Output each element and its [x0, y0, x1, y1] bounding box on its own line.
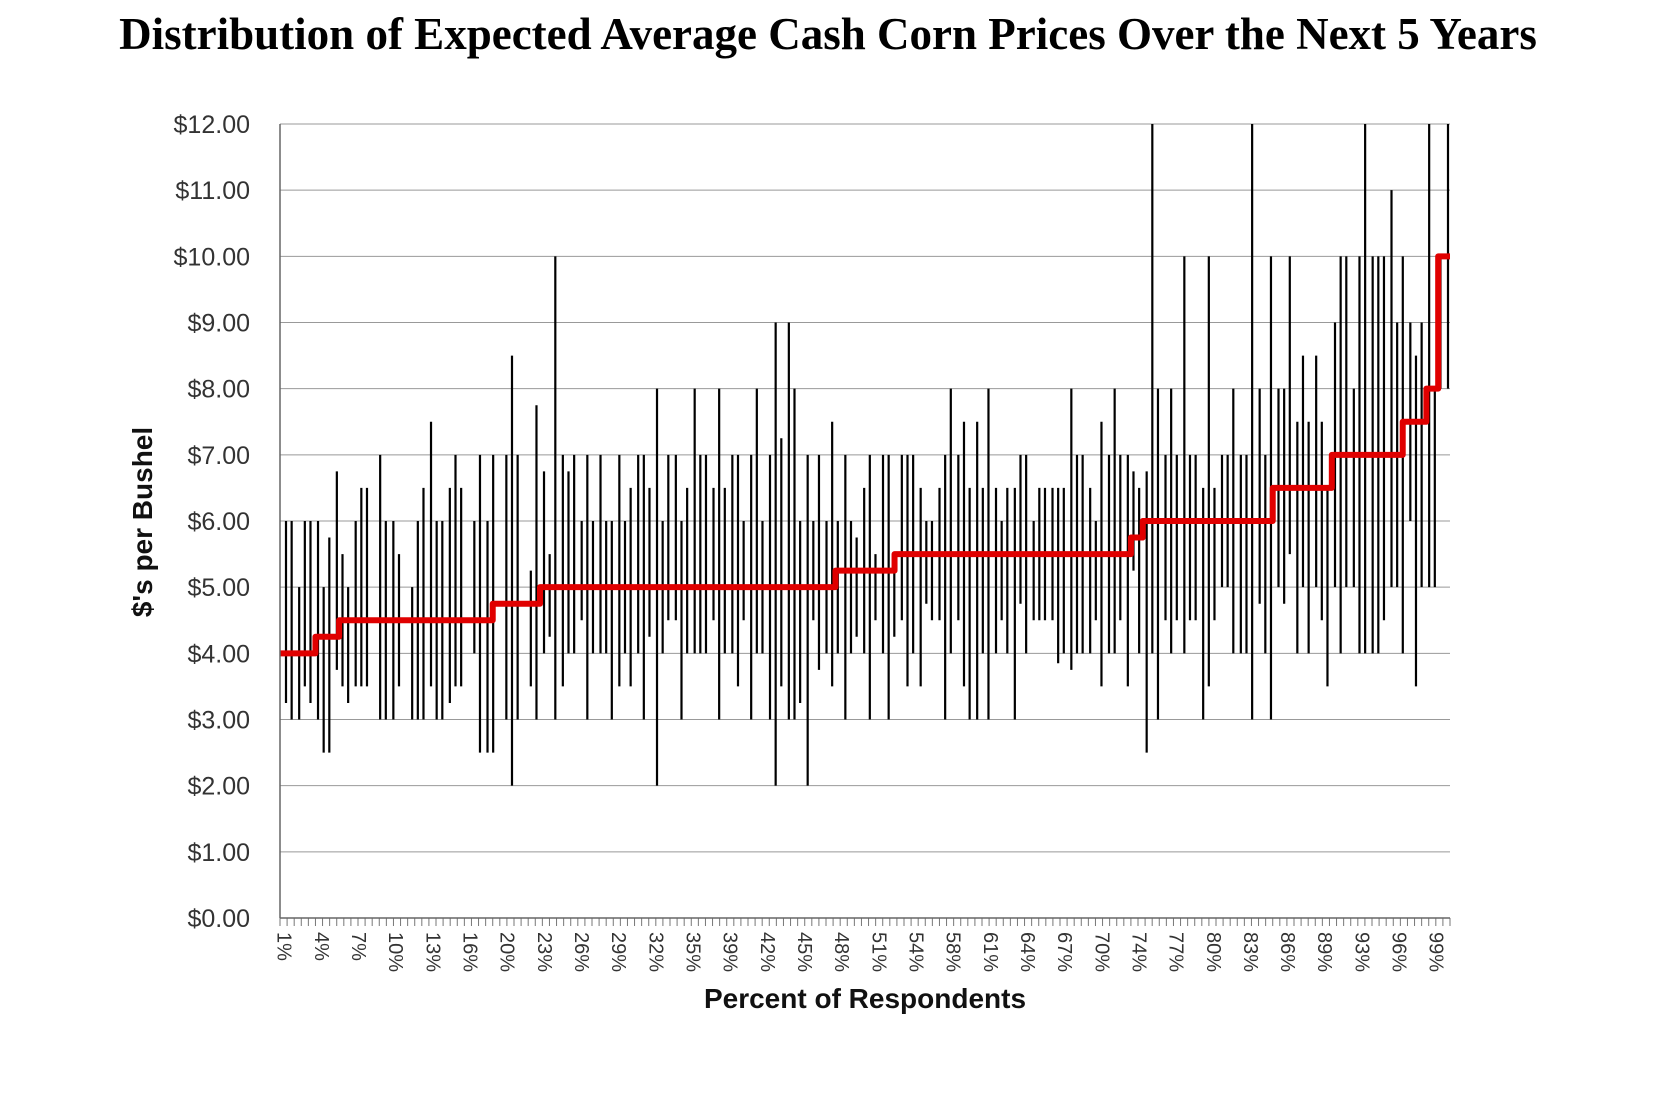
- median-step-line: [280, 253, 1450, 657]
- y-tick-label: $9.00: [187, 310, 250, 338]
- x-tick-label: 54%: [904, 932, 926, 972]
- y-tick-label: $7.00: [187, 442, 250, 470]
- x-tick-label: 51%: [867, 932, 889, 972]
- x-tick-label: 61%: [979, 932, 1001, 972]
- chart-title: Distribution of Expected Average Cash Co…: [119, 9, 1537, 59]
- x-tick-label: 99%: [1425, 932, 1447, 972]
- y-gridlines: [280, 123, 1450, 919]
- y-axis-tick-labels: $0.00 $1.00 $2.00 $3.00 $4.00 $5.00 $6.00 $7.00…: [174, 111, 250, 933]
- x-tick-label: 86%: [1276, 932, 1298, 972]
- x-tick-label: 10%: [384, 932, 406, 972]
- y-tick-label: $10.00: [174, 243, 250, 271]
- x-axis-label: Percent of Respondents: [704, 983, 1026, 1014]
- x-tick-label: 67%: [1053, 932, 1075, 972]
- x-tick-label: 16%: [459, 932, 481, 972]
- y-tick-label: $5.00: [187, 574, 250, 602]
- x-tick-label: 26%: [570, 932, 592, 972]
- x-tick-label: 42%: [756, 932, 778, 972]
- x-tick-label: 77%: [1165, 932, 1187, 972]
- x-tick-label: 64%: [1016, 932, 1038, 972]
- y-tick-label: $3.00: [187, 707, 250, 735]
- x-axis-minor-ticks: [279, 918, 1451, 926]
- x-tick-label: 58%: [942, 932, 964, 972]
- x-tick-label: 48%: [830, 932, 852, 972]
- y-tick-label: $11.00: [175, 177, 250, 205]
- x-tick-label: 39%: [719, 932, 741, 972]
- x-tick-label: 35%: [681, 932, 703, 972]
- y-tick-label: $12.00: [174, 111, 250, 139]
- x-tick-label: 4%: [310, 932, 332, 961]
- x-tick-label: 29%: [607, 932, 629, 972]
- y-axis-label: $'s per Bushel: [127, 427, 158, 617]
- y-tick-label: $1.00: [187, 839, 250, 867]
- x-tick-label: 13%: [421, 932, 443, 972]
- x-tick-label: 93%: [1350, 932, 1372, 972]
- y-tick-label: $8.00: [187, 376, 250, 404]
- x-axis-tick-labels: 1% 4% 7% 10% 13% 16% 20% 23% 26% 29% 32% 35% 39% 42% 4…: [273, 932, 1447, 972]
- x-tick-label: 7%: [347, 932, 369, 961]
- x-tick-label: 83%: [1239, 932, 1261, 972]
- x-tick-label: 74%: [1127, 932, 1149, 972]
- x-tick-label: 1%: [273, 932, 295, 961]
- x-tick-label: 23%: [533, 932, 555, 972]
- y-tick-label: $6.00: [187, 508, 250, 536]
- x-tick-label: 89%: [1313, 932, 1335, 972]
- x-tick-label: 20%: [496, 932, 518, 972]
- x-tick-label: 45%: [793, 932, 815, 972]
- x-tick-label: 32%: [644, 932, 666, 972]
- x-tick-label: 80%: [1202, 932, 1224, 972]
- y-tick-label: $4.00: [187, 640, 250, 668]
- y-tick-label: $2.00: [187, 773, 250, 801]
- x-tick-label: 96%: [1388, 932, 1410, 972]
- median-path: [280, 253, 1450, 657]
- x-tick-label: 70%: [1090, 932, 1112, 972]
- y-tick-label: $0.00: [187, 905, 250, 933]
